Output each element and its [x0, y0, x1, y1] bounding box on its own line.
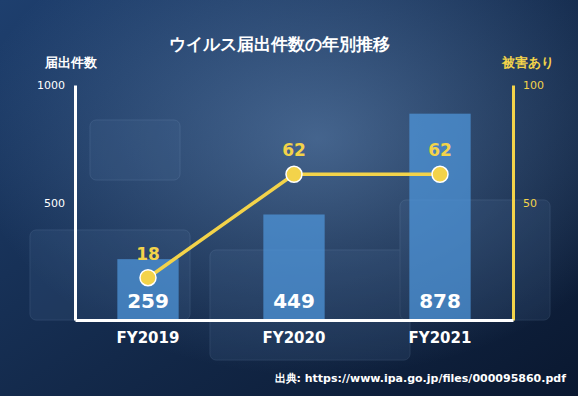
tick-label: 100 [523, 79, 544, 92]
x-axis-line [76, 319, 514, 322]
tick: 1000 [37, 79, 75, 92]
bars [117, 114, 470, 320]
tick-label: 500 [44, 197, 65, 210]
y-axis-line [74, 86, 77, 321]
y2-axis: 50 100 [513, 79, 544, 320]
bar [409, 114, 470, 320]
y2-axis-title: 被害あり [501, 55, 554, 70]
x-axis: FY2019 FY2020 FY2021 [76, 320, 514, 347]
tick-label: FY2019 [117, 329, 180, 347]
bar-label: 259 [127, 289, 169, 313]
background [0, 0, 578, 396]
line [148, 174, 440, 277]
background-decoration [30, 120, 550, 360]
title: ウイルス届出件数の年別推移 [169, 34, 390, 54]
y-axis-title: 届出件数 [44, 55, 98, 70]
plot-area [117, 114, 470, 320]
tick: FY2020 [263, 320, 326, 347]
chart: ウイルス届出件数の年別推移届出件数被害あり500100050100FY2019F… [0, 0, 578, 396]
tick-label: 1000 [37, 79, 65, 92]
data-labels: 259 449 878 18 62 62 [127, 140, 461, 313]
tick-label: FY2020 [263, 329, 326, 347]
bar-label: 878 [419, 289, 461, 313]
tick: FY2021 [409, 320, 472, 347]
tick: 100 [513, 79, 544, 92]
line-label: 62 [282, 140, 306, 160]
background-glow [0, 0, 578, 396]
tick: FY2019 [117, 320, 180, 347]
y-axis: 500 1000 [37, 79, 76, 320]
marker [140, 270, 156, 286]
source: 出典: https://www.ipa.go.jp/files/00009586… [275, 372, 567, 385]
y2-axis-line [512, 86, 515, 321]
bar [117, 259, 178, 320]
tick: 500 [44, 197, 75, 210]
decor-chip [30, 230, 190, 320]
bar-label: 449 [273, 289, 315, 313]
decor-chip [90, 120, 180, 180]
bar [263, 214, 324, 320]
tick-label: FY2021 [409, 329, 472, 347]
tick-label: 50 [523, 197, 537, 210]
tick: 50 [513, 197, 537, 210]
line-label: 18 [136, 244, 160, 264]
marker [286, 166, 302, 182]
line-label: 62 [428, 140, 452, 160]
marker [432, 166, 448, 182]
